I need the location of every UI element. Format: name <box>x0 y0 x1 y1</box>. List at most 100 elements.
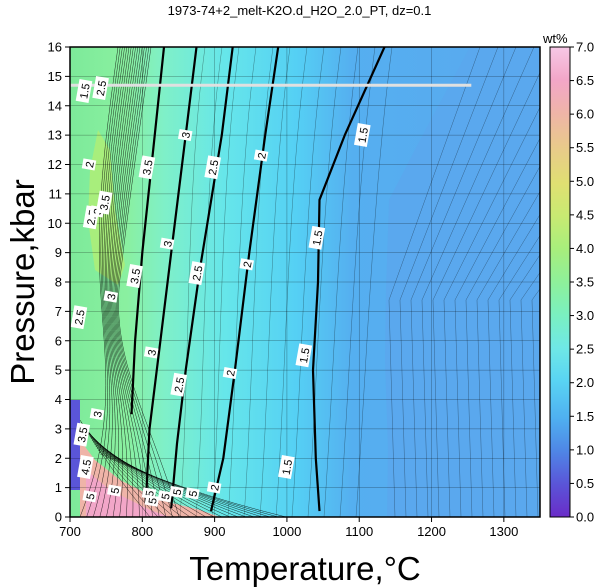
colorbar-tick-label: 4.0 <box>576 241 594 256</box>
contour-label: 3.5 <box>95 190 113 215</box>
svg-text:3: 3 <box>106 293 119 301</box>
x-tick-label: 1000 <box>272 524 301 539</box>
y-axis-title: Pressure,kbar <box>4 179 41 384</box>
svg-text:3.5: 3.5 <box>98 194 112 211</box>
contour-label: 5 <box>169 485 184 498</box>
thin-contour <box>410 47 517 517</box>
dense-contour <box>99 451 279 517</box>
thin-contour <box>355 47 393 517</box>
dense-contour <box>110 47 136 517</box>
thin-contour <box>509 254 540 517</box>
dense-contour <box>94 443 247 517</box>
y-tick-label: 3 <box>55 421 62 436</box>
svg-text:2.5: 2.5 <box>207 159 221 176</box>
x-tick-label: 900 <box>204 524 226 539</box>
dense-contour <box>97 449 271 517</box>
dense-contour <box>112 47 147 517</box>
dense-contour <box>93 441 239 517</box>
dense-contours <box>79 47 287 517</box>
plot-area: 1.51.51.51.522222.52.52.53333.53.5332.52… <box>70 47 540 517</box>
x-tick-label: 700 <box>59 524 81 539</box>
dense-contour <box>111 47 140 517</box>
contour-label: 2 <box>206 481 222 494</box>
peak-region <box>86 470 170 517</box>
colorbar-tick-label: 2.0 <box>576 375 594 390</box>
contour-label: 1.5 <box>278 455 295 479</box>
colorbar-label: wt% <box>542 31 568 46</box>
dense-contour <box>79 47 119 517</box>
contour-label: 2 <box>239 258 255 271</box>
major-contour-1.5 <box>311 47 386 512</box>
thin-contour <box>432 72 540 517</box>
colorbar-tick-label: 3.5 <box>576 275 594 290</box>
y-tick-label: 4 <box>55 392 62 407</box>
contour-label: 2.5 <box>70 305 88 330</box>
colorbar-gradient <box>549 46 571 518</box>
y-tick-label: 7 <box>55 304 62 319</box>
thin-contour <box>179 47 206 517</box>
contour-label: 3.5 <box>73 422 91 447</box>
y-tick-label: 1 <box>55 480 62 495</box>
dense-contour <box>107 47 132 517</box>
dense-contour <box>108 47 134 517</box>
svg-text:2: 2 <box>225 369 238 377</box>
dense-contour <box>105 47 128 517</box>
low-pressure-strip <box>70 400 80 490</box>
contour-label: 2 <box>222 366 238 380</box>
dense-contour <box>88 433 207 517</box>
dense-contour <box>86 47 121 517</box>
thin-contour <box>498 235 540 517</box>
contour-label: 2.5 <box>170 372 187 397</box>
contour-label: 3.5 <box>138 155 156 180</box>
x-tick-label: 1100 <box>345 524 373 539</box>
contour-label: 3.5 <box>126 264 143 288</box>
contour-label: 2.5 <box>204 155 221 180</box>
x-tick-label: 800 <box>131 524 153 539</box>
thin-contour <box>259 47 291 517</box>
dense-contour <box>106 47 130 517</box>
svg-text:2: 2 <box>84 161 97 169</box>
dense-contour <box>116 47 167 517</box>
x-tick-label: 1300 <box>489 524 518 539</box>
dense-contour <box>100 453 287 517</box>
y-tick-label: 11 <box>49 186 63 201</box>
contour-label: 1.5 <box>75 79 93 103</box>
colorbar-tick-label: 1.0 <box>576 442 594 457</box>
svg-text:3: 3 <box>146 349 159 357</box>
y-tick-label: 0 <box>55 510 62 525</box>
contour-label: 3 <box>159 237 175 250</box>
thin-contour <box>307 47 342 517</box>
colorbar-tick-label: 0.0 <box>576 510 594 525</box>
colorbar-tick-label: 6.5 <box>576 73 594 88</box>
thin-contour <box>520 272 540 517</box>
contour-label: 1.5 <box>308 225 326 250</box>
svg-text:3.5: 3.5 <box>129 268 143 285</box>
thin-contour <box>399 47 499 517</box>
contour-label: 5 <box>185 487 200 500</box>
contour-labels: 1.51.51.51.522222.52.52.53333.53.5332.52… <box>70 76 371 507</box>
major-contour-3.5 <box>130 47 166 415</box>
thin-contour <box>211 47 240 517</box>
thin-contour <box>227 47 257 517</box>
y-tick-label: 6 <box>55 333 62 348</box>
svg-text:1.5: 1.5 <box>298 347 312 364</box>
svg-text:1.5: 1.5 <box>78 83 92 100</box>
thin-contour <box>487 214 540 517</box>
major-contours <box>130 47 386 512</box>
colorbar-tick-label: 4.5 <box>576 207 594 222</box>
contour-label: 5 <box>82 490 98 503</box>
svg-text:3.5: 3.5 <box>76 426 90 443</box>
thin-contour <box>388 47 481 517</box>
contour-label: 3 <box>143 346 159 359</box>
dense-contour <box>99 47 125 517</box>
thin-contour <box>323 47 359 517</box>
svg-text:3: 3 <box>180 131 193 139</box>
thin-contour <box>531 288 540 517</box>
contour-label: 5 <box>144 494 160 507</box>
svg-text:5: 5 <box>85 493 98 501</box>
contour-label: 1.5 <box>295 343 313 368</box>
contour-label: 3 <box>89 408 105 421</box>
svg-text:2: 2 <box>242 261 255 269</box>
